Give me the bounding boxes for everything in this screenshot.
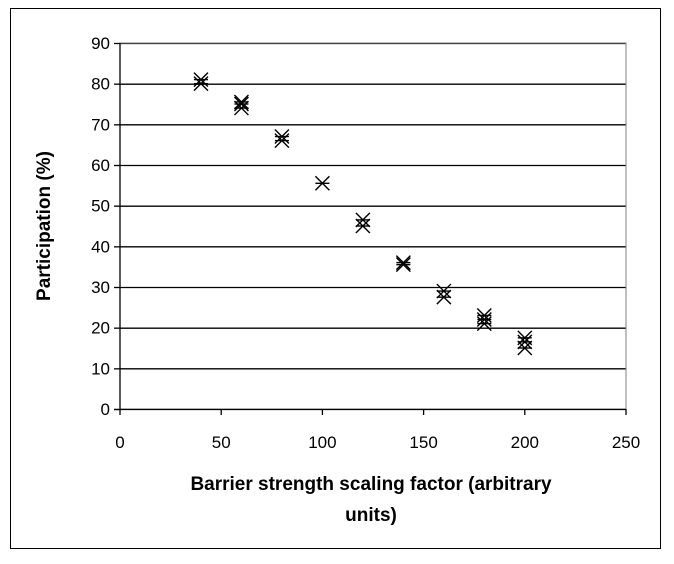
y-axis-title: Participation (%) [34, 151, 55, 301]
data-point [274, 129, 290, 145]
data-point [355, 218, 371, 234]
data-points [193, 72, 533, 356]
data-point [355, 212, 371, 228]
x-axis-title-line-1: Barrier strength scaling factor (arbitra… [190, 474, 552, 495]
y-tick-label: 90 [91, 34, 110, 53]
gridlines [120, 42, 626, 370]
data-point [436, 283, 452, 299]
data-point [233, 96, 249, 112]
tick-labels: 0 10 20 30 40 50 60 70 80 90 0 50 100 150 200 250 [91, 34, 640, 452]
x-tick-label: 0 [115, 433, 124, 452]
chart-frame [10, 8, 661, 549]
y-tick-label: 20 [91, 319, 110, 338]
data-point [395, 257, 411, 273]
data-point [436, 289, 452, 305]
plot-area [119, 42, 627, 410]
axes [114, 42, 627, 415]
data-point [476, 307, 492, 323]
data-point [395, 255, 411, 271]
x-tick-label: 150 [409, 433, 437, 452]
y-tick-label: 80 [91, 75, 110, 94]
x-tick-label: 200 [511, 433, 539, 452]
x-axis-title-line-2: units) [345, 505, 397, 526]
x-tick-label: 250 [612, 433, 640, 452]
x-tick-label: 50 [212, 433, 231, 452]
y-tick-label: 60 [91, 156, 110, 175]
x-tick-label: 100 [308, 433, 336, 452]
y-tick-label: 40 [91, 237, 110, 256]
data-point [233, 94, 249, 110]
data-point [193, 72, 209, 88]
y-tick-label: 70 [91, 115, 110, 134]
y-tick-label: 0 [101, 400, 110, 419]
data-point [517, 330, 533, 346]
y-tick-label: 30 [91, 278, 110, 297]
y-tick-label: 10 [91, 359, 110, 378]
data-point [314, 175, 330, 191]
y-tick-label: 50 [91, 197, 110, 216]
